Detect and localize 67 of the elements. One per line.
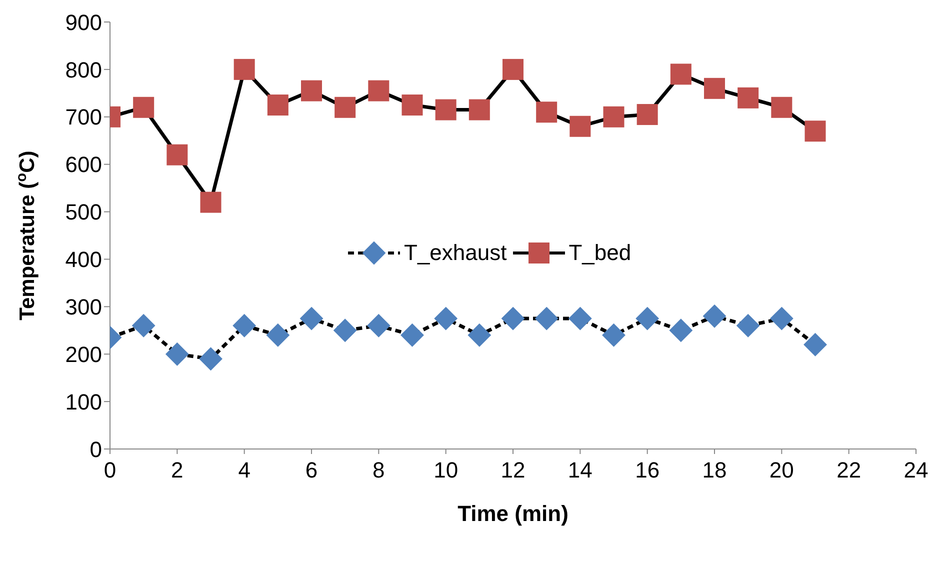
point [669, 318, 692, 342]
x-tick-label: 2 [171, 458, 184, 483]
y-tick-label: 800 [65, 57, 102, 82]
x-tick-label: 6 [305, 458, 318, 483]
legend-label: T_exhaust [404, 240, 507, 266]
x-tick-label: 22 [836, 458, 862, 483]
point [400, 324, 424, 347]
x-tick-label: 18 [702, 458, 727, 483]
y-tick-label: 700 [65, 104, 102, 130]
y-tick-label: 600 [65, 152, 102, 178]
point [804, 333, 827, 356]
point [636, 307, 659, 330]
point [132, 314, 156, 338]
point [603, 106, 624, 128]
point [770, 307, 794, 330]
point [703, 304, 726, 328]
x-tick-label: 16 [635, 458, 660, 483]
point [166, 342, 189, 366]
point [402, 94, 423, 116]
point [301, 80, 322, 102]
x-tick-label: 8 [372, 458, 385, 483]
point [468, 99, 490, 120]
point [334, 96, 356, 118]
point [468, 324, 491, 347]
y-tick-label: 400 [65, 247, 102, 272]
y-tick-label: 200 [65, 342, 102, 367]
x-axis-title: Time (min) [458, 501, 568, 526]
y-tick-label: 100 [65, 389, 102, 414]
point [266, 324, 290, 347]
point [704, 78, 725, 99]
point [434, 307, 458, 330]
x-tick-label: 4 [238, 458, 250, 483]
point [570, 116, 591, 137]
x-tick-label: 12 [500, 458, 526, 483]
point [502, 307, 524, 330]
point [602, 324, 626, 347]
point [736, 314, 760, 338]
point [636, 104, 658, 126]
legend-label: T_bed [568, 240, 632, 266]
point [368, 80, 390, 102]
point [435, 99, 456, 120]
point [334, 318, 357, 342]
point [568, 307, 592, 330]
y-tick-label: 0 [90, 436, 102, 462]
x-tick-label: 14 [568, 458, 592, 483]
point [738, 87, 759, 108]
y-tick-label: 500 [65, 200, 102, 225]
x-tick-label: 24 [904, 458, 928, 483]
point [234, 58, 255, 80]
x-tick-label: 20 [769, 458, 794, 483]
point [804, 120, 826, 142]
point [535, 307, 558, 330]
point [670, 64, 692, 85]
point [502, 58, 524, 80]
point [133, 96, 154, 118]
point [536, 102, 558, 123]
point [771, 96, 792, 118]
x-tick-label: 10 [434, 458, 458, 483]
y-tick-label: 300 [65, 294, 102, 320]
point [232, 314, 256, 338]
point [166, 144, 188, 166]
point [300, 307, 323, 330]
point [267, 94, 288, 116]
point [367, 314, 390, 338]
point [199, 347, 222, 370]
y-tick-label: 900 [65, 10, 102, 35]
point [200, 192, 222, 213]
